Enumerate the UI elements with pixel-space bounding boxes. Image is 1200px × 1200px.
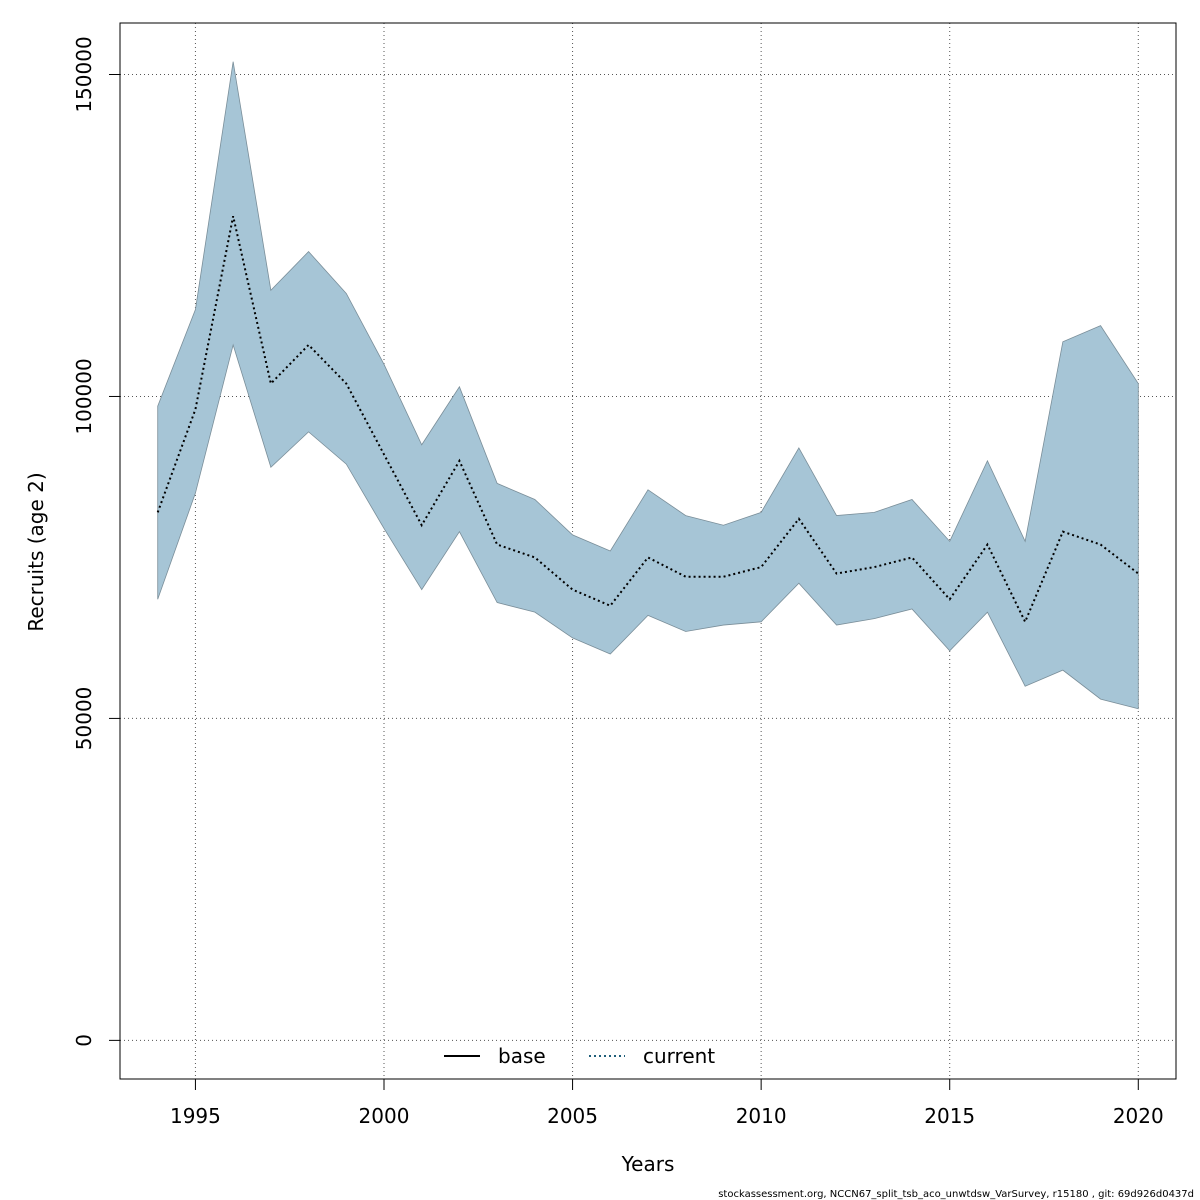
footer-note: stockassessment.org, NCCN67_split_tsb_ac…	[718, 1189, 1194, 1200]
y-tick-label-150000: 150000	[72, 36, 96, 112]
confidence-band-area	[157, 61, 1139, 710]
x-tick-label-2015: 2015	[924, 1104, 975, 1128]
confidence-band	[157, 61, 1139, 710]
legend: base current	[444, 1044, 715, 1068]
x-tick-label-2010: 2010	[736, 1104, 787, 1128]
y-axis-title: Recruits (age 2)	[24, 472, 48, 631]
x-tick-label-2020: 2020	[1113, 1104, 1164, 1128]
y-tick-label-100000: 100000	[72, 358, 96, 434]
y-tick-label-0: 0	[72, 1034, 96, 1047]
legend-current-label: current	[643, 1044, 715, 1068]
series-line-current	[156, 215, 1139, 625]
series-lines	[156, 215, 1139, 625]
x-tick-label-1995: 1995	[170, 1104, 221, 1128]
plot-frame	[119, 22, 1177, 1080]
x-tick-label-2000: 2000	[359, 1104, 410, 1128]
x-tick-label-2005: 2005	[547, 1104, 598, 1128]
y-tick-label-50000: 50000	[72, 687, 96, 751]
x-axis-title: Years	[621, 1152, 675, 1176]
y-axis: 0 50000 100000 150000	[72, 36, 120, 1047]
legend-base-label: base	[498, 1044, 546, 1068]
x-axis: 1995 2000 2005 2010 2015 2020	[170, 1079, 1164, 1128]
